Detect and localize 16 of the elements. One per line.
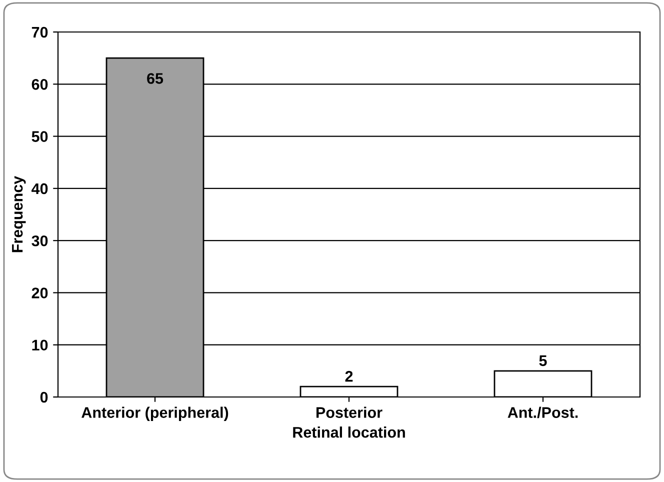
x-axis-title: Retinal location (293, 426, 405, 438)
data-label: 5 (539, 355, 547, 366)
y-axis-title: Frequency (12, 176, 26, 252)
y-tick-label: 10 (32, 340, 48, 351)
y-tick-label: 40 (32, 183, 48, 194)
y-tick-label: 70 (32, 26, 48, 38)
y-tick-label: 50 (32, 131, 48, 142)
y-tick-label: 20 (32, 288, 48, 298)
data-label: 65 (147, 73, 164, 84)
x-tick-label: Ant./Post. (508, 406, 578, 418)
x-tick-label: Posterior (316, 406, 382, 418)
y-tick-label: 60 (32, 79, 48, 90)
y-tick-label: 0 (40, 392, 48, 403)
x-tick-label: Anterior (peripheral) (82, 406, 228, 421)
y-tick-label: 30 (32, 235, 48, 246)
data-label: 2 (345, 370, 353, 382)
